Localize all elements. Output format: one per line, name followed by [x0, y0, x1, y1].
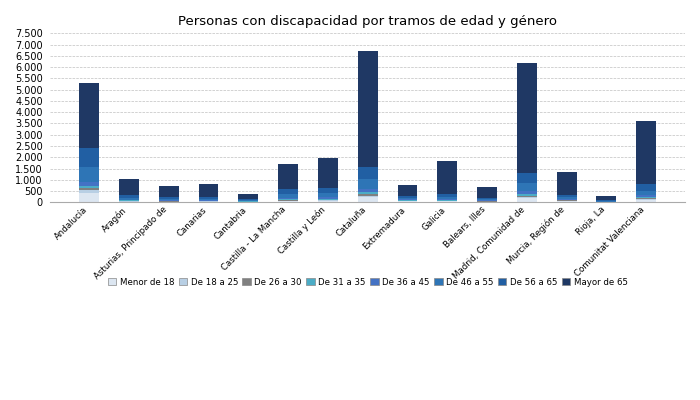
Bar — [438, 197, 457, 199]
Bar — [517, 63, 537, 173]
Bar — [318, 158, 338, 188]
Bar — [358, 167, 377, 179]
Bar — [79, 167, 99, 182]
Bar — [398, 200, 417, 201]
Bar — [398, 198, 417, 199]
Title: Personas con discapacidad por tramos de edad y género: Personas con discapacidad por tramos de … — [178, 15, 557, 28]
Bar — [79, 182, 99, 186]
Bar — [477, 187, 497, 198]
Bar — [159, 186, 178, 197]
Bar — [318, 201, 338, 202]
Bar — [517, 191, 537, 194]
Bar — [636, 196, 656, 197]
Bar — [477, 200, 497, 201]
Bar — [596, 200, 617, 201]
Bar — [517, 198, 537, 202]
Bar — [318, 200, 338, 201]
Bar — [398, 185, 417, 196]
Bar — [477, 199, 497, 200]
Bar — [119, 198, 139, 200]
Bar — [636, 184, 656, 191]
Bar — [556, 201, 577, 202]
Bar — [358, 194, 377, 196]
Bar — [159, 200, 178, 201]
Bar — [358, 197, 377, 202]
Bar — [278, 200, 298, 201]
Bar — [358, 188, 377, 192]
Bar — [636, 200, 656, 202]
Bar — [278, 194, 298, 198]
Bar — [636, 198, 656, 199]
Bar — [79, 193, 99, 202]
Bar — [438, 161, 457, 194]
Bar — [596, 196, 617, 200]
Bar — [636, 199, 656, 200]
Bar — [556, 172, 577, 195]
Bar — [278, 201, 298, 202]
Bar — [119, 200, 139, 201]
Bar — [119, 201, 139, 202]
Bar — [517, 173, 537, 183]
Legend: Menor de 18, De 18 a 25, De 26 a 30, De 31 a 35, De 36 a 45, De 46 a 55, De 56 a: Menor de 18, De 18 a 25, De 26 a 30, De … — [108, 278, 628, 287]
Bar — [556, 195, 577, 197]
Bar — [358, 51, 377, 167]
Bar — [159, 199, 178, 200]
Bar — [159, 197, 178, 199]
Bar — [636, 191, 656, 196]
Bar — [358, 192, 377, 194]
Bar — [278, 198, 298, 199]
Bar — [278, 189, 298, 194]
Bar — [636, 120, 656, 184]
Bar — [318, 198, 338, 200]
Bar — [239, 200, 258, 201]
Bar — [517, 197, 537, 198]
Bar — [517, 194, 537, 196]
Bar — [438, 201, 457, 202]
Bar — [318, 188, 338, 193]
Bar — [517, 183, 537, 191]
Bar — [438, 199, 457, 200]
Bar — [398, 199, 417, 200]
Bar — [556, 197, 577, 199]
Bar — [199, 197, 218, 199]
Bar — [79, 148, 99, 167]
Bar — [79, 186, 99, 188]
Bar — [239, 199, 258, 200]
Bar — [358, 179, 377, 188]
Bar — [358, 196, 377, 197]
Bar — [636, 197, 656, 198]
Bar — [398, 196, 417, 198]
Bar — [278, 199, 298, 200]
Bar — [79, 188, 99, 190]
Bar — [79, 190, 99, 193]
Bar — [318, 193, 338, 197]
Bar — [556, 199, 577, 200]
Bar — [556, 200, 577, 201]
Bar — [199, 199, 218, 200]
Bar — [517, 196, 537, 197]
Bar — [398, 201, 417, 202]
Bar — [199, 200, 218, 201]
Bar — [596, 201, 617, 202]
Bar — [119, 195, 139, 198]
Bar — [278, 164, 298, 189]
Bar — [239, 194, 258, 199]
Bar — [79, 83, 99, 148]
Bar — [477, 198, 497, 199]
Bar — [199, 184, 218, 197]
Bar — [119, 180, 139, 195]
Bar — [438, 194, 457, 197]
Bar — [318, 197, 338, 198]
